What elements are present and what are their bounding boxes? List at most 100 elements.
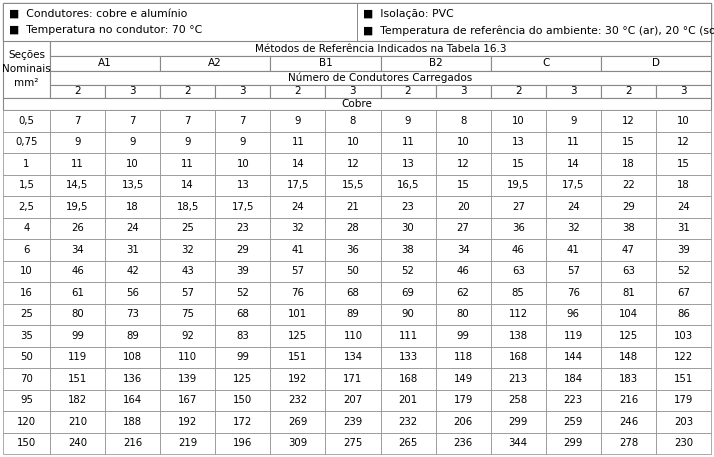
Bar [105, 153, 160, 175]
Bar [545, 218, 601, 239]
Text: B2: B2 [428, 58, 443, 69]
Bar [381, 110, 436, 132]
Text: 9: 9 [405, 116, 411, 126]
Text: 136: 136 [123, 374, 142, 384]
Text: 20: 20 [457, 202, 470, 212]
Bar [160, 85, 215, 98]
Bar [50, 368, 105, 389]
Text: 23: 23 [402, 202, 414, 212]
Text: 96: 96 [567, 309, 580, 319]
Bar [160, 303, 215, 325]
Bar [436, 389, 491, 411]
Text: 1,5: 1,5 [19, 180, 34, 190]
Text: 259: 259 [563, 417, 583, 427]
Text: 151: 151 [674, 374, 693, 384]
Text: 103: 103 [674, 331, 693, 341]
Text: 110: 110 [178, 352, 197, 362]
Text: 57: 57 [567, 266, 580, 276]
Bar [381, 196, 436, 218]
Text: 192: 192 [178, 417, 197, 427]
Text: 10: 10 [677, 116, 690, 126]
Bar [215, 432, 271, 454]
Bar [105, 239, 160, 260]
Text: ■  Condutores: cobre e alumínio: ■ Condutores: cobre e alumínio [9, 9, 187, 19]
Bar [491, 368, 545, 389]
Bar [215, 239, 271, 260]
Bar [326, 85, 381, 98]
Bar [160, 175, 215, 196]
Text: 31: 31 [126, 245, 139, 255]
Text: 2: 2 [74, 86, 81, 96]
Text: 81: 81 [622, 288, 635, 298]
Text: A2: A2 [208, 58, 222, 69]
Text: 232: 232 [288, 395, 308, 405]
Text: 122: 122 [674, 352, 693, 362]
Bar [160, 239, 215, 260]
Bar [381, 132, 436, 153]
Bar [326, 432, 381, 454]
Text: 240: 240 [68, 438, 87, 448]
Text: 206: 206 [453, 417, 473, 427]
Text: 31: 31 [677, 223, 690, 233]
Text: 18: 18 [677, 180, 690, 190]
Bar [326, 218, 381, 239]
Text: 236: 236 [453, 438, 473, 448]
Text: 39: 39 [677, 245, 690, 255]
Bar [160, 432, 215, 454]
Text: 110: 110 [343, 331, 363, 341]
Bar [326, 132, 381, 153]
Bar [545, 239, 601, 260]
Bar [50, 132, 105, 153]
Text: 95: 95 [20, 395, 33, 405]
Text: Cobre: Cobre [341, 99, 373, 109]
Text: 99: 99 [236, 352, 249, 362]
Text: 3: 3 [460, 86, 466, 96]
Text: 46: 46 [512, 245, 525, 255]
Bar [545, 196, 601, 218]
Bar [271, 85, 326, 98]
Text: 258: 258 [508, 395, 528, 405]
Bar [215, 346, 271, 368]
Text: 63: 63 [512, 266, 525, 276]
Bar [160, 110, 215, 132]
Bar [105, 411, 160, 432]
Bar [271, 282, 326, 303]
Bar [601, 153, 656, 175]
Bar [381, 218, 436, 239]
Bar [105, 218, 160, 239]
Text: 80: 80 [457, 309, 470, 319]
Bar [50, 432, 105, 454]
Bar [215, 218, 271, 239]
Text: Métodos de Referência Indicados na Tabela 16.3: Métodos de Referência Indicados na Tabel… [255, 43, 506, 53]
Text: 2: 2 [295, 86, 301, 96]
Bar [271, 153, 326, 175]
Bar [326, 175, 381, 196]
Bar [357, 3, 711, 41]
Bar [381, 153, 436, 175]
Text: 10: 10 [126, 159, 139, 169]
Text: 76: 76 [291, 288, 304, 298]
Bar [601, 110, 656, 132]
Bar [160, 196, 215, 218]
Bar [50, 303, 105, 325]
Text: 89: 89 [126, 331, 139, 341]
Bar [436, 110, 491, 132]
Text: 182: 182 [68, 395, 87, 405]
Text: ■  Temperatura no condutor: 70 °C: ■ Temperatura no condutor: 70 °C [9, 25, 202, 35]
Text: 9: 9 [570, 116, 576, 126]
Text: 216: 216 [123, 438, 142, 448]
Bar [50, 218, 105, 239]
Bar [436, 368, 491, 389]
Bar [545, 132, 601, 153]
Bar [491, 282, 545, 303]
Bar [50, 239, 105, 260]
Text: 85: 85 [512, 288, 525, 298]
Bar [436, 260, 491, 282]
Text: 309: 309 [288, 438, 308, 448]
Text: 125: 125 [233, 374, 253, 384]
Bar [656, 282, 711, 303]
Text: 3: 3 [680, 86, 687, 96]
Bar [491, 56, 601, 71]
Bar [601, 239, 656, 260]
Text: 119: 119 [563, 331, 583, 341]
